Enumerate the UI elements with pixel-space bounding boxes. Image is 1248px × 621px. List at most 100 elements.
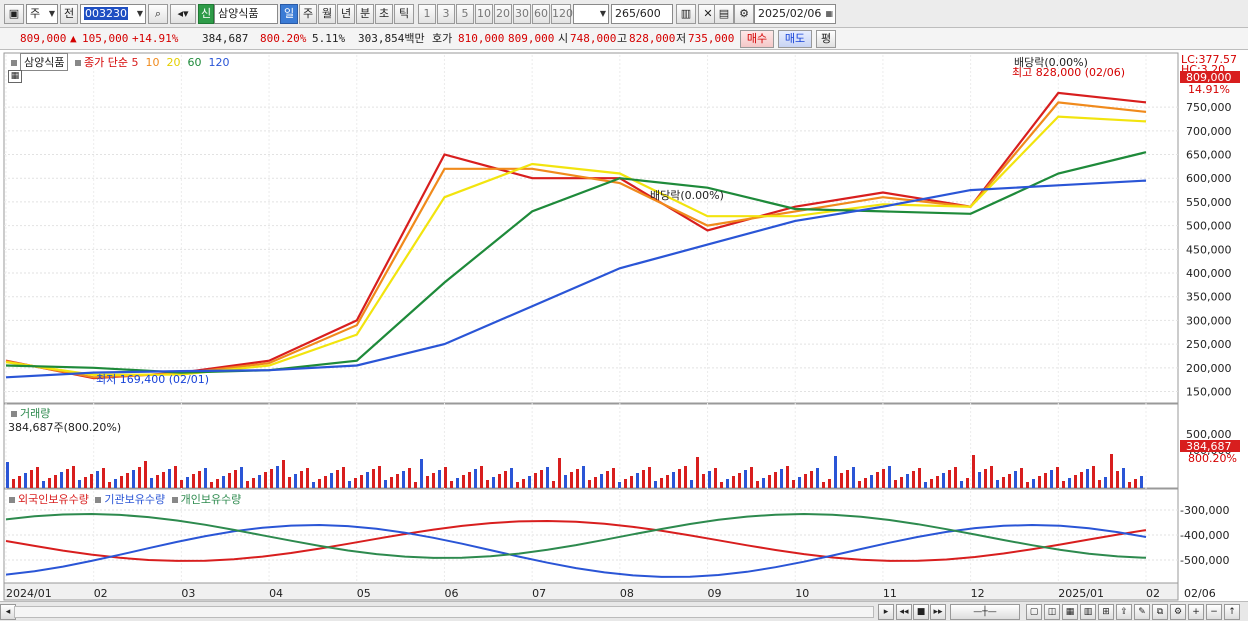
grid-icon[interactable]: ▦ xyxy=(1062,604,1078,620)
volume-bar xyxy=(924,482,927,488)
ma-legend-20[interactable]: 20 xyxy=(166,56,181,69)
tab-week[interactable]: 주 xyxy=(299,4,317,24)
volume-bar xyxy=(582,466,585,488)
ma-legend-title[interactable]: 종가 단순 xyxy=(83,56,128,69)
volume-bar xyxy=(84,477,87,488)
sell-button[interactable]: 매도 xyxy=(778,30,812,48)
stock-name-tag[interactable]: 삼양식품 xyxy=(20,53,69,71)
x-axis-ticks: 2024/01 02 03 04 05 06 07 08 09 10 11 12 2025/01 02 xyxy=(6,587,1160,600)
tab-minute[interactable]: 분 xyxy=(356,4,374,24)
ma-legend-10[interactable]: 10 xyxy=(145,56,160,69)
layout-icon[interactable]: ▢ xyxy=(1026,604,1042,620)
volume-title[interactable]: 거래량 xyxy=(20,407,51,420)
institution-holding-label[interactable]: 기관보유수량 xyxy=(104,493,166,506)
volume-bar xyxy=(204,468,207,488)
volume-bar xyxy=(840,473,843,488)
individual-holding-label[interactable]: 개인보유수량 xyxy=(180,493,242,506)
gear-icon[interactable]: ⚙ xyxy=(734,4,754,24)
volume-bar xyxy=(954,467,957,488)
zoom-slider[interactable]: —┼— xyxy=(950,604,1020,620)
volume-bar xyxy=(312,482,315,488)
period-prefix-button[interactable]: 전 xyxy=(60,4,78,24)
buy-button[interactable]: 매수 xyxy=(740,30,774,48)
date-field[interactable]: 2025/02/06 ▦ xyxy=(754,4,836,24)
ma-legend-5[interactable]: 5 xyxy=(131,56,139,69)
evaluate-button[interactable]: 평 xyxy=(816,30,836,48)
volume-bar xyxy=(462,475,465,488)
stock-code-input[interactable]: 003230 ▼ xyxy=(80,4,146,24)
volume-bar xyxy=(552,481,555,488)
volume-bar xyxy=(936,476,939,488)
minute-option-1[interactable]: 1 xyxy=(418,4,436,24)
minute-option-60[interactable]: 60 xyxy=(532,4,550,24)
ma-legend-60[interactable]: 60 xyxy=(187,56,202,69)
volume-bar xyxy=(426,476,429,488)
compare-icon[interactable]: ▥ xyxy=(1080,604,1096,620)
table-toggle-icon[interactable]: ▦ xyxy=(8,70,22,83)
volume-bar xyxy=(402,471,405,488)
scroll-track[interactable] xyxy=(14,606,874,618)
tab-month[interactable]: 월 xyxy=(318,4,336,24)
tab-second[interactable]: 초 xyxy=(375,4,393,24)
speaker-icon[interactable]: ◂▾ xyxy=(170,4,196,24)
zoom-in-icon[interactable]: + xyxy=(1188,604,1204,620)
volume-bar xyxy=(48,478,51,488)
moving-average-lines xyxy=(5,91,1147,380)
stop-icon[interactable]: ■ xyxy=(913,604,929,620)
save-icon[interactable]: ▤ xyxy=(714,4,734,24)
copy-icon[interactable]: ⧉ xyxy=(1152,604,1168,620)
edit-icon[interactable]: ✎ xyxy=(1134,604,1150,620)
minute-option-30[interactable]: 30 xyxy=(513,4,531,24)
price-y-tick: 700,000 xyxy=(1186,125,1232,138)
gridlines xyxy=(4,55,1178,583)
layout-split-icon[interactable]: ◫ xyxy=(1044,604,1060,620)
foreign-holding-label[interactable]: 외국인보유수량 xyxy=(18,493,89,506)
rewind-icon[interactable]: ◂◂ xyxy=(896,604,912,620)
minute-option-5[interactable]: 5 xyxy=(456,4,474,24)
search-icon[interactable]: ⌕ xyxy=(148,4,168,24)
window-icon[interactable]: ▣ xyxy=(4,4,24,24)
volume-bar xyxy=(210,482,213,488)
fast-forward-icon[interactable]: ▸▸ xyxy=(930,604,946,620)
volume-bar xyxy=(498,474,501,488)
scroll-right-icon[interactable]: ▸ xyxy=(878,604,894,620)
candle-style-icon[interactable]: ▥ xyxy=(676,4,696,24)
minute-option-120[interactable]: 120 xyxy=(551,4,573,24)
export-icon[interactable]: ⇪ xyxy=(1116,604,1132,620)
count-field[interactable]: 265/600 xyxy=(611,4,673,24)
volume-bar xyxy=(930,479,933,488)
volume-bar xyxy=(570,472,573,488)
calendar-icon[interactable]: ▦ xyxy=(825,9,833,18)
volume-bar xyxy=(96,471,99,488)
x-axis-band xyxy=(3,582,1179,601)
tool-icon[interactable]: ⊞ xyxy=(1098,604,1114,620)
market-select[interactable]: 주 ▼ xyxy=(26,4,58,24)
x-tick-label: 05 xyxy=(357,587,371,600)
tab-tick[interactable]: 틱 xyxy=(394,4,414,24)
volume-bar xyxy=(246,481,249,488)
volume-bar xyxy=(702,474,705,488)
volume-bar xyxy=(534,473,537,488)
zoom-out-icon[interactable]: − xyxy=(1206,604,1222,620)
volume-rate: 800.20% xyxy=(260,32,307,45)
stock-name-field[interactable]: 삼양식품 xyxy=(214,4,278,24)
minute-option-3[interactable]: 3 xyxy=(437,4,455,24)
volume-bar xyxy=(780,469,783,488)
stock-chart[interactable]: 750,000 700,000 650,000 600,000 550,000 500,0… xyxy=(0,51,1248,601)
dividend-annotation-top: 배당락(0.00%) xyxy=(1014,56,1088,69)
tab-year[interactable]: 년 xyxy=(337,4,355,24)
volume-bar xyxy=(264,472,267,488)
collapse-icon[interactable]: ↑ xyxy=(1224,604,1240,620)
high-label: 고 xyxy=(617,32,628,45)
tab-day[interactable]: 일 xyxy=(280,4,298,24)
volume-bar xyxy=(138,467,141,488)
ma-legend-120[interactable]: 120 xyxy=(208,56,230,69)
settings-icon[interactable]: ⚙ xyxy=(1170,604,1186,620)
volume-bar xyxy=(630,476,633,488)
minute-option-20[interactable]: 20 xyxy=(494,4,512,24)
ma-line-60 xyxy=(5,151,1147,374)
minute-option-10[interactable]: 10 xyxy=(475,4,493,24)
y-axis-ticks: 750,000 700,000 650,000 600,000 550,000 500,0… xyxy=(1180,101,1232,567)
custom-period-select[interactable]: ▼ xyxy=(573,4,609,24)
chart-area[interactable]: 750,000 700,000 650,000 600,000 550,000 500,0… xyxy=(0,51,1248,601)
